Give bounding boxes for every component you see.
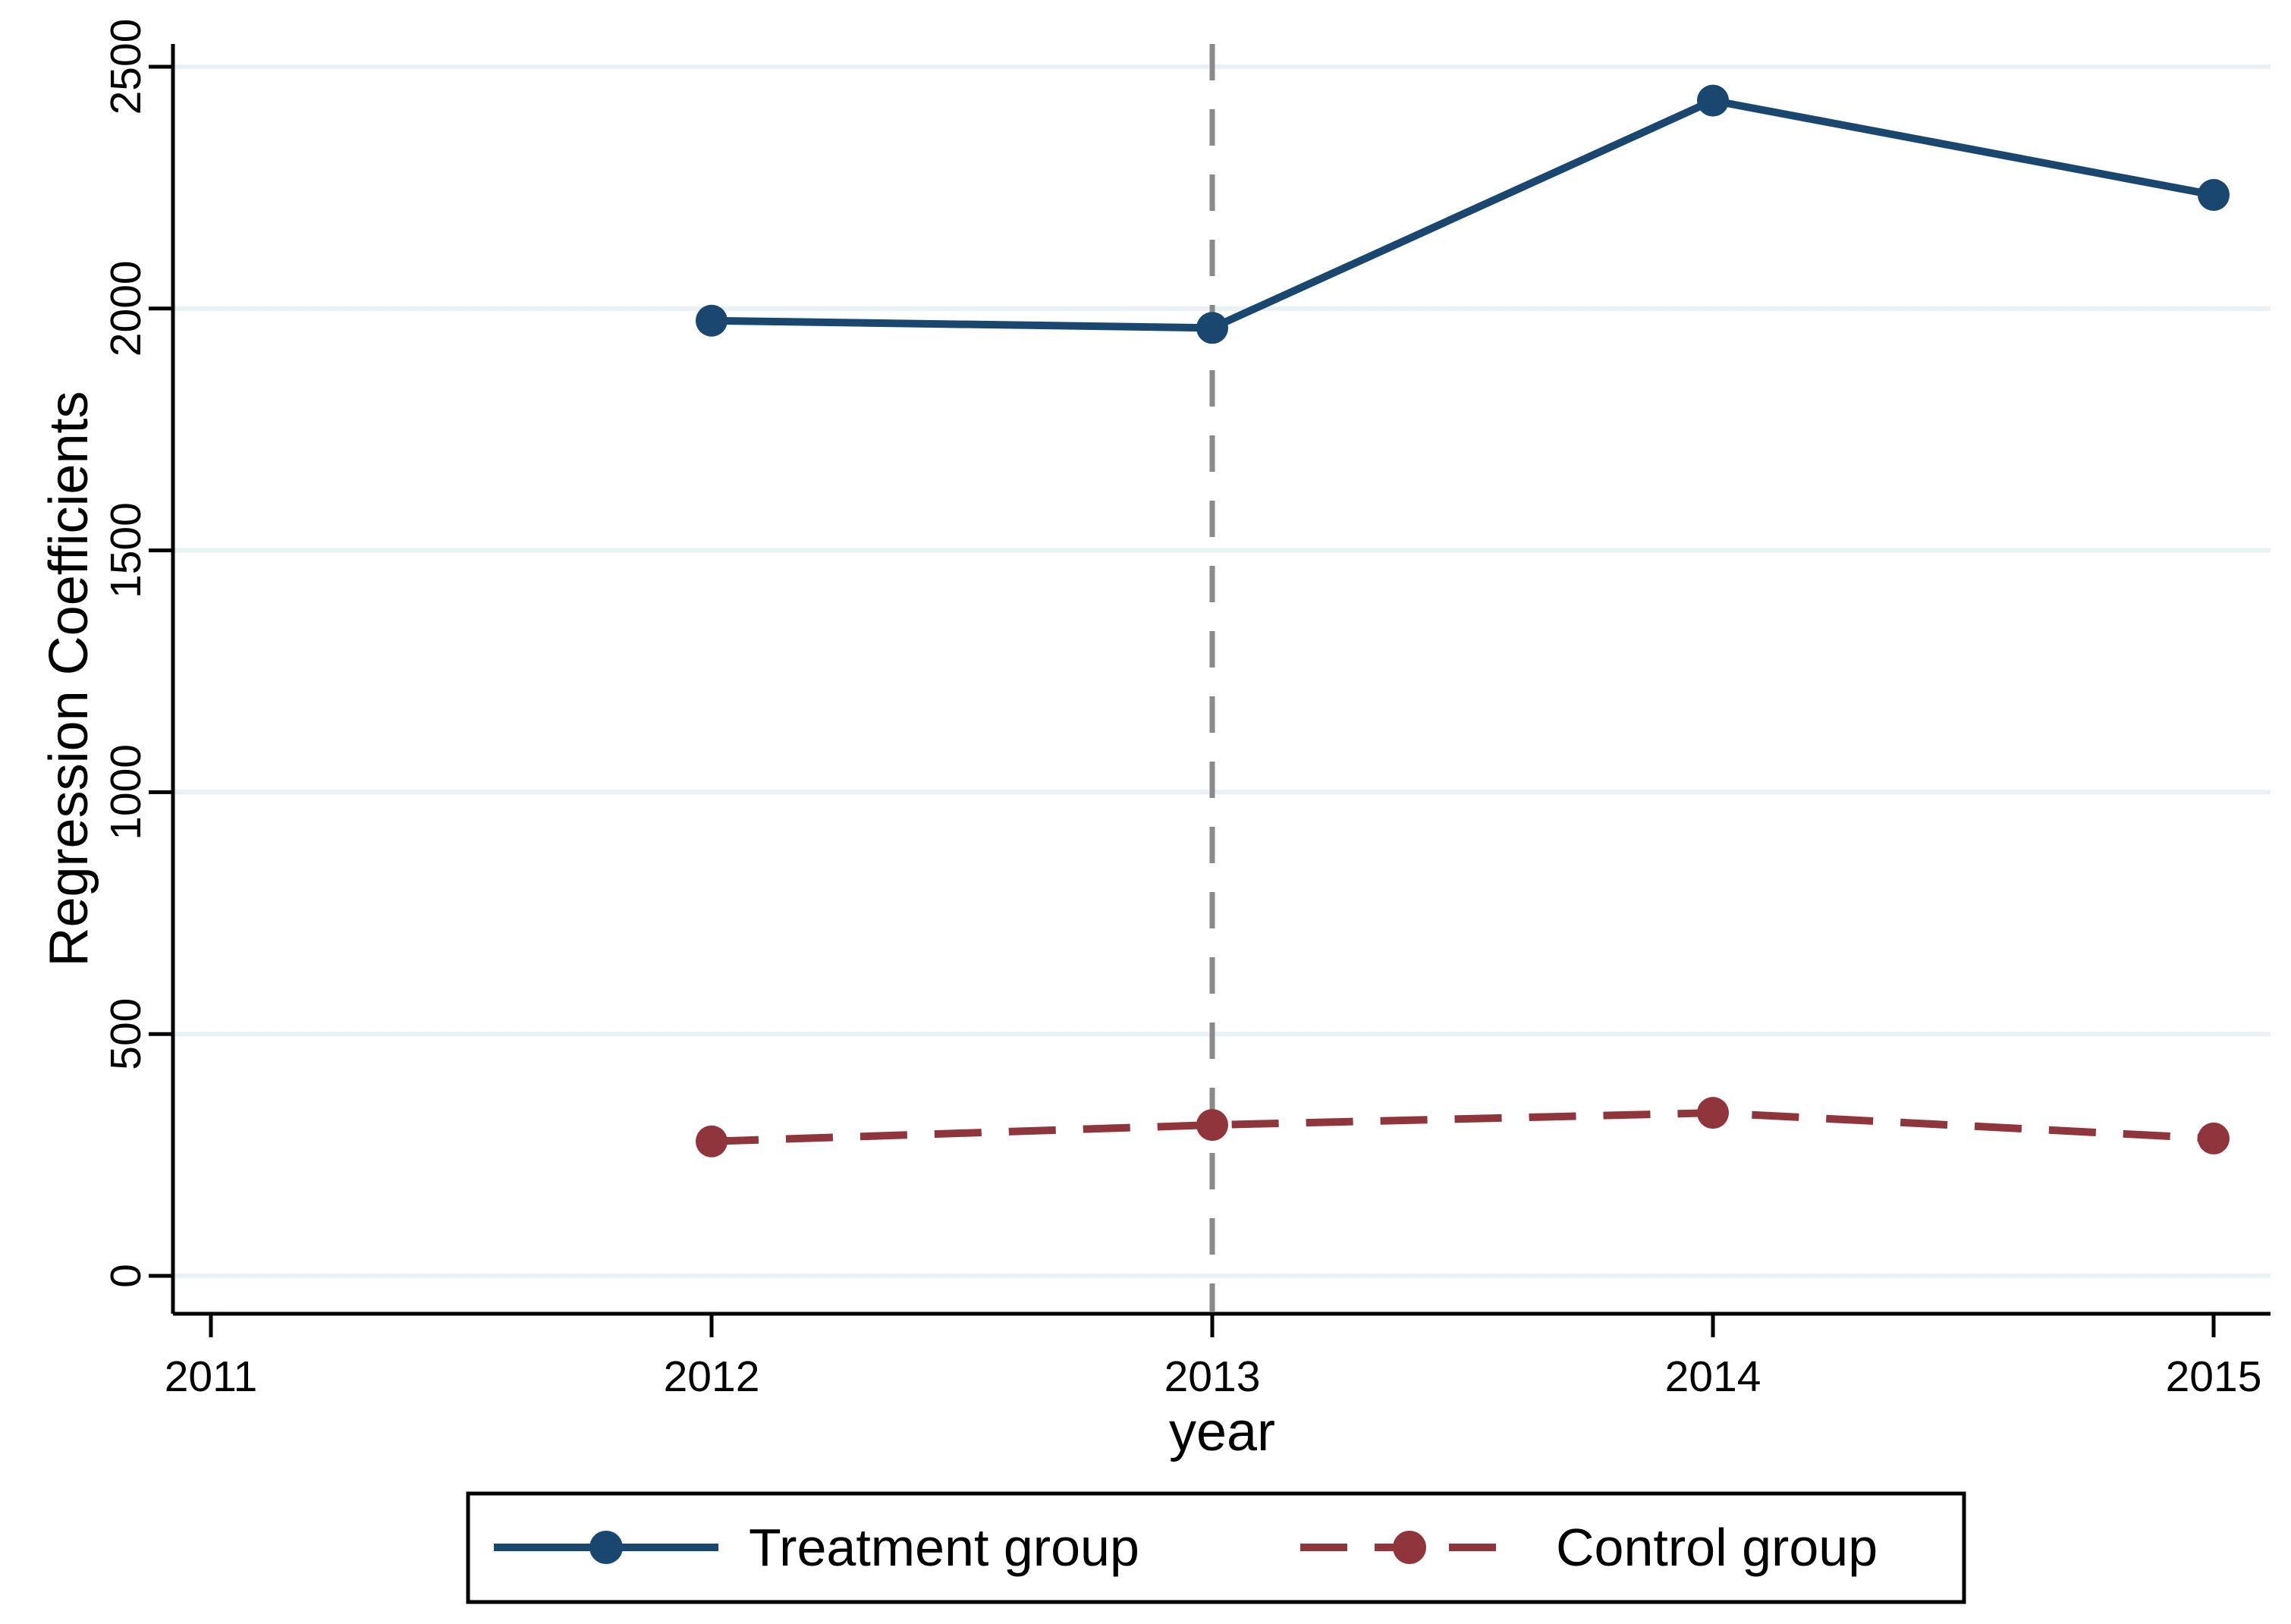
- x-tick-label: 2015: [2166, 1352, 2262, 1401]
- x-tick-label: 2012: [664, 1352, 760, 1401]
- y-tick-label: 500: [102, 998, 150, 1070]
- x-tick-label: 2013: [1164, 1352, 1261, 1401]
- y-tick-label: 2500: [102, 19, 150, 115]
- series-line-treatment-group: [711, 96, 2214, 332]
- data-point-control-group: [696, 1125, 728, 1158]
- y-axis-title: Regression Coefficients: [39, 391, 99, 966]
- x-axis-title: year: [1169, 1402, 1275, 1462]
- series-line-control-group: [711, 1109, 2214, 1145]
- legend-treatment-label: Treatment group: [749, 1518, 1139, 1577]
- legend: Treatment group Control group: [466, 1491, 1966, 1604]
- data-point-treatment-group: [2198, 178, 2230, 211]
- y-tick-label: 1500: [102, 502, 150, 598]
- y-tick-label: 2000: [102, 260, 150, 357]
- data-point-treatment-group: [696, 304, 728, 337]
- data-point-treatment-group: [1196, 312, 1228, 344]
- legend-treatment-marker-icon: [589, 1531, 623, 1564]
- data-point-control-group: [1196, 1109, 1228, 1142]
- data-point-treatment-group: [1697, 84, 1729, 117]
- legend-control-marker-icon: [1393, 1531, 1426, 1564]
- legend-control-label: Control group: [1556, 1518, 1878, 1577]
- data-point-control-group: [2198, 1122, 2230, 1154]
- gridlines-layer: [173, 64, 2271, 1278]
- series-layer: [696, 84, 2230, 1158]
- y-tick-label: 1000: [102, 744, 150, 840]
- y-tick-label: 0: [102, 1264, 150, 1288]
- data-point-control-group: [1697, 1097, 1729, 1129]
- ticks-layer: 0 500 1000 1500 2000 2500 2011 2012 2013 2014 2015: [102, 19, 2261, 1401]
- x-tick-label: 2014: [1665, 1352, 1761, 1401]
- x-tick-label: 2011: [165, 1352, 258, 1401]
